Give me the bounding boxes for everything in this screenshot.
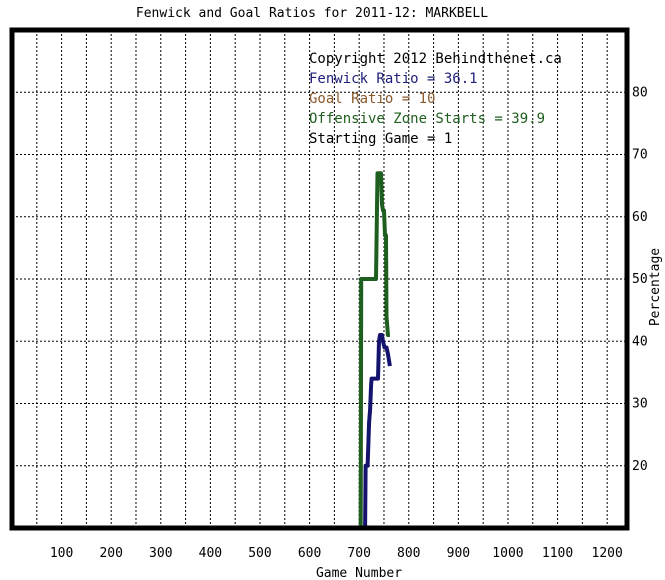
x-axis-label: Game Number bbox=[316, 566, 402, 580]
x-tick-label: 1000 bbox=[492, 546, 523, 561]
y-axis-label: Percentage bbox=[648, 248, 663, 326]
x-tick-label: 400 bbox=[199, 546, 222, 561]
x-tick-label: 1100 bbox=[542, 546, 573, 561]
x-tick-label: 700 bbox=[347, 546, 370, 561]
x-tick-label: 500 bbox=[248, 546, 271, 561]
x-tick-label: 300 bbox=[149, 546, 172, 561]
grid bbox=[12, 30, 627, 528]
series-line-1 bbox=[363, 333, 392, 530]
annotation-line: Goal Ratio = 10 bbox=[309, 91, 435, 107]
x-tick-label: 600 bbox=[298, 546, 321, 561]
y-tick-label: 70 bbox=[632, 148, 648, 163]
annotation-line: Fenwick Ratio = 36.1 bbox=[309, 71, 478, 87]
x-tick-label: 100 bbox=[50, 546, 73, 561]
y-tick-label: 30 bbox=[632, 397, 648, 412]
plot-frame bbox=[9, 27, 630, 531]
x-tick-label: 800 bbox=[397, 546, 420, 561]
series-line-2 bbox=[358, 171, 391, 530]
series-group bbox=[358, 171, 392, 530]
x-tick-label: 1200 bbox=[592, 546, 623, 561]
annotation-line: Copyright 2012 Behindthenet.ca bbox=[309, 51, 562, 67]
x-tick-label: 200 bbox=[99, 546, 122, 561]
y-tick-label: 50 bbox=[632, 272, 648, 287]
annotation-line: Starting Game = 1 bbox=[309, 131, 452, 147]
y-tick-label: 40 bbox=[632, 334, 648, 349]
y-tick-labels: 20 30 40 50 60 70 80 bbox=[632, 85, 648, 474]
x-tick-labels: 100 200 300 400 500 600 700 800 900 1000 1100 1200 bbox=[50, 546, 623, 561]
annotation-block: Copyright 2012 Behindthenet.ca Fenwick Ra… bbox=[309, 51, 562, 147]
y-tick-label: 60 bbox=[632, 210, 648, 225]
x-tick-label: 900 bbox=[447, 546, 470, 561]
annotation-line: Offensive Zone Starts = 39.9 bbox=[309, 111, 545, 127]
y-tick-label: 20 bbox=[632, 459, 648, 474]
y-tick-label: 80 bbox=[632, 85, 648, 100]
chart-title: Fenwick and Goal Ratios for 2011-12: MAR… bbox=[136, 6, 488, 21]
